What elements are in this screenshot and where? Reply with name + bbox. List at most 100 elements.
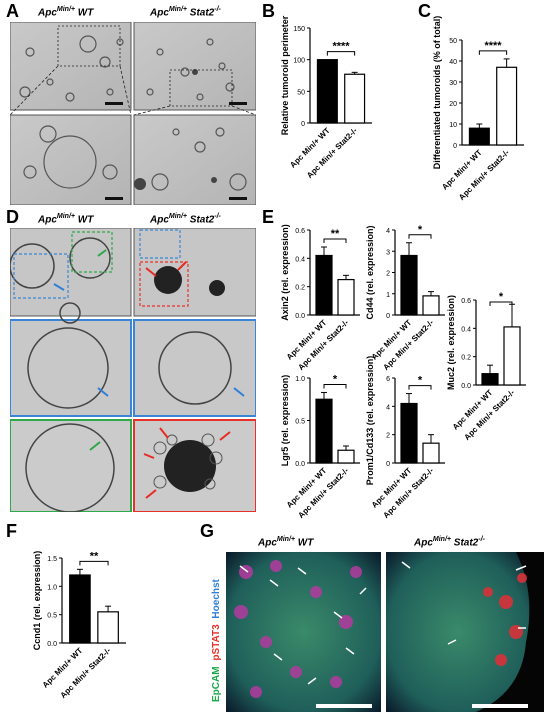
- header-d-wt: ApcMin/+ WT: [38, 213, 94, 226]
- header-a-ko: ApcMin/+ Stat2-/-: [150, 6, 221, 19]
- panel-a-micrographs: [10, 22, 256, 205]
- significance-bracket: [478, 50, 508, 55]
- y-tick-label: 150: [293, 26, 305, 33]
- y-tick-label: 50: [297, 89, 305, 96]
- y-tick-label: 0: [301, 121, 305, 128]
- y-tick-label: 100: [293, 58, 305, 65]
- bar-wt: [315, 254, 333, 316]
- x-tick-label: Apc Min/+ Stat2-/-: [305, 126, 359, 180]
- header-g-ko: ApcMin/+ Stat2-/-: [414, 536, 485, 549]
- bar-ko: [503, 326, 521, 386]
- panel-g-immunofluorescence: [226, 552, 544, 712]
- significance-label: *: [499, 291, 504, 303]
- y-tick-label: 0.6: [461, 298, 471, 305]
- y-tick-label: 1: [386, 292, 390, 299]
- y-axis-label: Muc2 (rel. expression): [446, 295, 456, 390]
- y-tick-label: 20: [449, 101, 457, 108]
- svg-text:EpCAM pSTAT3 Hoech: EpCAM pSTAT3 Hoechst: [211, 578, 222, 702]
- chart-f: 0.0 0.5 1.0 1.5 Ccnd1 (rel. expression) Apc M…: [32, 550, 126, 700]
- stain-labels: EpCAM pSTAT3 Hoechst: [211, 578, 222, 702]
- significance-bracket: [323, 383, 347, 389]
- y-tick-label: 10: [449, 122, 457, 129]
- y-axis-label: Lgr5 (rel. expression): [280, 375, 290, 467]
- panel-label-c: C: [418, 1, 431, 21]
- significance-bracket: [489, 301, 513, 306]
- y-tick-label: 0.5: [47, 613, 57, 620]
- significance-bracket: [323, 238, 347, 243]
- panel-label-f: F: [6, 521, 17, 541]
- stain-hoechst: Hoechst: [211, 578, 222, 618]
- y-tick-label: 0.2: [295, 285, 305, 292]
- y-tick-label: 0.0: [295, 313, 305, 320]
- bar-wt: [69, 574, 91, 644]
- y-tick-label: 2: [386, 271, 390, 278]
- y-tick-label: 1.0: [47, 584, 57, 591]
- header-a-wt: ApcMin/+ WT: [38, 6, 94, 19]
- y-tick-label: 50: [449, 38, 457, 45]
- panel-label-b: B: [262, 1, 275, 21]
- y-axis-label: Differentiated tumoroids (% of total): [432, 16, 442, 170]
- y-tick-label: 0.0: [295, 461, 305, 468]
- panel-label-g: G: [200, 521, 215, 541]
- bar-ko: [97, 611, 119, 644]
- x-tick-label: Apc Min/+ Stat2-/-: [59, 646, 113, 700]
- y-tick-label: 0.5: [295, 419, 305, 426]
- y-tick-label: 0: [386, 313, 390, 320]
- y-tick-label: 0.4: [295, 256, 305, 263]
- y-tick-label: 30: [449, 80, 457, 87]
- bar-ko: [496, 66, 518, 146]
- significance-label: **: [331, 228, 340, 240]
- bar-wt: [481, 373, 499, 386]
- significance-label: ****: [484, 40, 502, 52]
- x-tick-label: Apc Min/+ Stat2-/-: [457, 148, 511, 202]
- y-tick-label: 2: [386, 433, 390, 440]
- bar-wt: [316, 59, 338, 124]
- bar-wt: [468, 127, 490, 146]
- y-axis-label: Relative tumoroid perimeter: [280, 15, 290, 135]
- y-axis-label: Prom1/Cd133 (rel. expression): [365, 356, 375, 486]
- stain-pstat3: pSTAT3: [211, 624, 222, 661]
- bar-ko: [344, 73, 366, 124]
- y-axis-label: Cd44 (rel. expression): [365, 225, 375, 319]
- panel-label-d: D: [6, 207, 19, 227]
- y-tick-label: 0.0: [47, 641, 57, 648]
- bar-ko: [337, 449, 355, 464]
- significance-label: **: [90, 550, 99, 562]
- panel-d-micrographs: [10, 228, 256, 512]
- significance-bracket: [408, 385, 432, 390]
- header-d-ko: ApcMin/+ Stat2-/-: [150, 213, 221, 226]
- y-tick-label: 0.0: [461, 383, 471, 390]
- y-tick-label: 1.5: [47, 556, 57, 563]
- significance-label: *: [418, 224, 423, 236]
- stain-epcam: EpCAM: [211, 666, 222, 702]
- y-tick-label: 0.4: [461, 326, 471, 333]
- bar-wt: [400, 254, 418, 316]
- y-axis-label: Ccnd1 (rel. expression): [32, 551, 42, 651]
- y-tick-label: 4: [386, 228, 390, 235]
- significance-bracket: [408, 234, 432, 239]
- y-tick-label: 4: [386, 404, 390, 411]
- header-g-wt: ApcMin/+ WT: [258, 536, 314, 549]
- y-tick-label: 40: [449, 59, 457, 66]
- bar-wt: [400, 402, 418, 464]
- bar-ko: [337, 278, 355, 316]
- panel-label-a: A: [6, 1, 19, 21]
- significance-label: *: [418, 375, 423, 387]
- significance-bracket: [326, 51, 356, 56]
- y-tick-label: 0.6: [295, 228, 305, 235]
- y-tick-label: 0: [386, 461, 390, 468]
- y-tick-label: 0.2: [461, 355, 471, 362]
- y-tick-label: 0: [453, 143, 457, 150]
- y-tick-label: 1.0: [295, 376, 305, 383]
- significance-bracket: [79, 560, 109, 566]
- bar-ko: [422, 295, 440, 316]
- bar-wt: [315, 398, 333, 464]
